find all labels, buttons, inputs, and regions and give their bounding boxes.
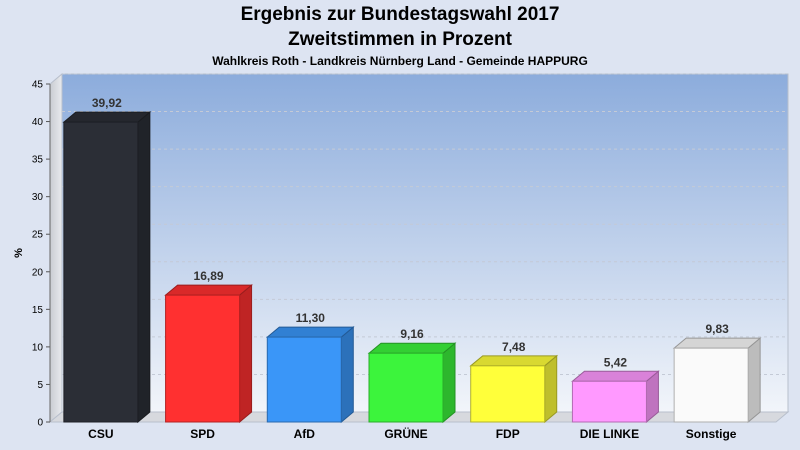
data-label: 5,42 [604, 355, 628, 369]
bar-side [442, 342, 456, 424]
y-tick-label: 0 [37, 418, 43, 429]
bar [368, 352, 444, 423]
x-tick-label: SPD [190, 427, 215, 441]
bar-top [367, 342, 457, 354]
bar-side [239, 284, 253, 424]
y-axis-label: % [13, 248, 25, 258]
bar-side [340, 326, 354, 424]
x-tick-label: AfD [294, 427, 316, 441]
y-tick-label: 30 [32, 192, 44, 203]
data-label: 9,16 [400, 327, 424, 341]
y-tick-label: 20 [32, 267, 44, 278]
chart-subtitle: Zweitstimmen in Prozent [288, 29, 512, 50]
bar [165, 294, 241, 423]
chart-title: Ergebnis zur Bundestagswahl 2017 [240, 4, 560, 25]
data-label: 11,30 [296, 311, 326, 325]
x-tick-label: Sonstige [686, 427, 737, 441]
x-tick-label: DIE LINKE [580, 427, 639, 441]
bar [470, 365, 546, 423]
bar-side [544, 354, 558, 424]
data-label: 9,83 [705, 322, 729, 336]
bar-top [62, 111, 152, 123]
bar-top [265, 326, 355, 338]
bar-top [469, 355, 559, 367]
y-tick-label: 45 [32, 80, 44, 91]
left-wall [49, 72, 63, 424]
y-tick-label: 25 [32, 230, 44, 241]
bar [571, 380, 647, 423]
data-label: 39,92 [92, 96, 122, 110]
data-label: 16,89 [194, 269, 224, 283]
x-tick-label: CSU [88, 427, 113, 441]
bar-top [672, 337, 762, 349]
y-tick-label: 40 [32, 117, 44, 128]
y-tick-label: 5 [37, 380, 43, 391]
bar-side [747, 337, 761, 424]
y-tick-label: 35 [32, 155, 44, 166]
chart-region-subtitle: Wahlkreis Roth - Landkreis Nürnberg Land… [212, 54, 588, 68]
x-tick-label: GRÜNE [384, 426, 427, 441]
y-tick-label: 10 [32, 342, 44, 353]
bar-top [571, 370, 660, 382]
bar [63, 121, 139, 423]
bar-side [137, 111, 151, 424]
bar [266, 336, 342, 423]
data-label: 7,48 [502, 340, 526, 354]
x-tick-label: FDP [496, 427, 520, 441]
bar [673, 347, 749, 423]
y-tick-label: 15 [32, 305, 44, 316]
bar-top [164, 284, 253, 296]
